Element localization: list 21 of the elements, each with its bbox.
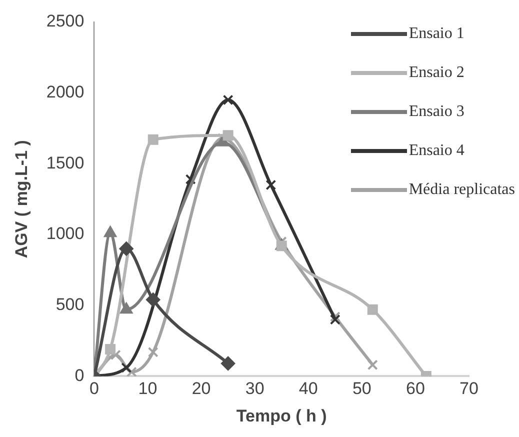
y-tick-label: 2500 [46,12,84,31]
legend-label: Ensaio 3 [408,102,464,120]
y-tick-label: 0 [74,366,84,385]
y-axis-title: AGV ( mg.L-1 ) [12,140,31,258]
legend-label: Ensaio 1 [408,24,464,42]
y-tick-label: 500 [56,295,84,314]
x-tick-label: 40 [298,379,318,398]
legend-label: Ensaio 2 [408,64,464,82]
x-tick-label: 10 [138,379,158,398]
x-tick-label: 0 [89,379,99,398]
x-tick-label: 20 [192,379,211,398]
x-tick-label: 70 [460,379,478,398]
x-tick-label: 30 [245,379,264,398]
legend-label: Média replicatas [408,180,515,198]
y-tick-label: 2000 [46,82,84,102]
y-tick-label: 1500 [46,153,84,172]
x-tick-label: 60 [406,379,425,398]
y-tick-label: 1000 [46,224,84,244]
legend-label: Ensaio 4 [408,142,464,160]
x-axis-title: Tempo ( h ) [236,406,327,426]
x-tick-label: 50 [352,379,372,398]
